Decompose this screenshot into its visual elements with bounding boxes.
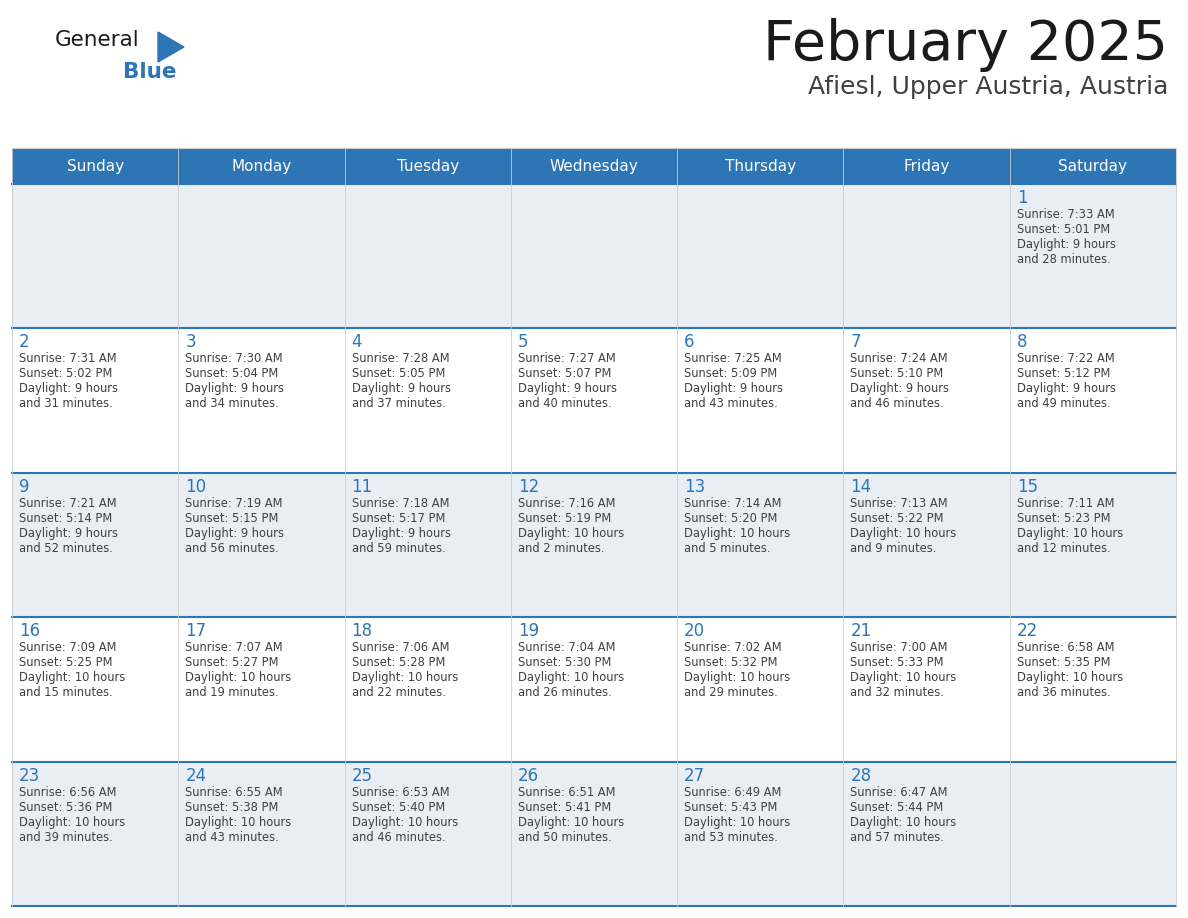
Text: Sunrise: 7:18 AM
Sunset: 5:17 PM
Daylight: 9 hours
and 59 minutes.: Sunrise: 7:18 AM Sunset: 5:17 PM Dayligh… [352,497,450,554]
Text: Sunrise: 7:16 AM
Sunset: 5:19 PM
Daylight: 10 hours
and 2 minutes.: Sunrise: 7:16 AM Sunset: 5:19 PM Dayligh… [518,497,624,554]
Text: 16: 16 [19,622,40,640]
Text: Sunrise: 7:21 AM
Sunset: 5:14 PM
Daylight: 9 hours
and 52 minutes.: Sunrise: 7:21 AM Sunset: 5:14 PM Dayligh… [19,497,118,554]
Text: Sunrise: 6:53 AM
Sunset: 5:40 PM
Daylight: 10 hours
and 46 minutes.: Sunrise: 6:53 AM Sunset: 5:40 PM Dayligh… [352,786,457,844]
Text: 9: 9 [19,477,30,496]
Text: Sunrise: 6:51 AM
Sunset: 5:41 PM
Daylight: 10 hours
and 50 minutes.: Sunrise: 6:51 AM Sunset: 5:41 PM Dayligh… [518,786,624,844]
Text: 17: 17 [185,622,207,640]
Text: 25: 25 [352,767,373,785]
Text: February 2025: February 2025 [763,18,1168,72]
Text: 11: 11 [352,477,373,496]
Text: Sunrise: 7:06 AM
Sunset: 5:28 PM
Daylight: 10 hours
and 22 minutes.: Sunrise: 7:06 AM Sunset: 5:28 PM Dayligh… [352,641,457,700]
Text: 5: 5 [518,333,529,352]
Text: 7: 7 [851,333,861,352]
Text: Thursday: Thursday [725,159,796,174]
Bar [12,473,1176,617]
Text: 22: 22 [1017,622,1038,640]
Text: Blue: Blue [124,62,177,82]
Text: Sunrise: 7:33 AM
Sunset: 5:01 PM
Daylight: 9 hours
and 28 minutes.: Sunrise: 7:33 AM Sunset: 5:01 PM Dayligh… [1017,208,1116,266]
Text: 2: 2 [19,333,30,352]
Text: 1: 1 [1017,189,1028,207]
Text: 18: 18 [352,622,373,640]
Text: Sunday: Sunday [67,159,124,174]
Text: Sunrise: 7:25 AM
Sunset: 5:09 PM
Daylight: 9 hours
and 43 minutes.: Sunrise: 7:25 AM Sunset: 5:09 PM Dayligh… [684,353,783,410]
Bar [12,617,1176,762]
Text: Tuesday: Tuesday [397,159,459,174]
Text: 6: 6 [684,333,695,352]
Text: 12: 12 [518,477,539,496]
Text: Saturday: Saturday [1059,159,1127,174]
Bar [12,184,1176,329]
Text: 13: 13 [684,477,706,496]
Text: Monday: Monday [232,159,291,174]
Text: Sunrise: 7:04 AM
Sunset: 5:30 PM
Daylight: 10 hours
and 26 minutes.: Sunrise: 7:04 AM Sunset: 5:30 PM Dayligh… [518,641,624,700]
Polygon shape [158,32,184,62]
Bar [12,148,1176,184]
Text: 26: 26 [518,767,539,785]
Text: 4: 4 [352,333,362,352]
Text: 24: 24 [185,767,207,785]
Bar [12,762,1176,906]
Text: 23: 23 [19,767,40,785]
Text: 27: 27 [684,767,706,785]
Text: Afiesl, Upper Austria, Austria: Afiesl, Upper Austria, Austria [808,75,1168,99]
Text: 14: 14 [851,477,872,496]
Text: Friday: Friday [903,159,949,174]
Text: 8: 8 [1017,333,1028,352]
Text: Sunrise: 7:19 AM
Sunset: 5:15 PM
Daylight: 9 hours
and 56 minutes.: Sunrise: 7:19 AM Sunset: 5:15 PM Dayligh… [185,497,284,554]
Text: 19: 19 [518,622,539,640]
Text: Wednesday: Wednesday [550,159,638,174]
Text: 10: 10 [185,477,207,496]
Text: Sunrise: 7:00 AM
Sunset: 5:33 PM
Daylight: 10 hours
and 32 minutes.: Sunrise: 7:00 AM Sunset: 5:33 PM Dayligh… [851,641,956,700]
Text: Sunrise: 6:47 AM
Sunset: 5:44 PM
Daylight: 10 hours
and 57 minutes.: Sunrise: 6:47 AM Sunset: 5:44 PM Dayligh… [851,786,956,844]
Text: Sunrise: 7:30 AM
Sunset: 5:04 PM
Daylight: 9 hours
and 34 minutes.: Sunrise: 7:30 AM Sunset: 5:04 PM Dayligh… [185,353,284,410]
Text: Sunrise: 6:55 AM
Sunset: 5:38 PM
Daylight: 10 hours
and 43 minutes.: Sunrise: 6:55 AM Sunset: 5:38 PM Dayligh… [185,786,291,844]
Text: Sunrise: 7:02 AM
Sunset: 5:32 PM
Daylight: 10 hours
and 29 minutes.: Sunrise: 7:02 AM Sunset: 5:32 PM Dayligh… [684,641,790,700]
Text: Sunrise: 6:49 AM
Sunset: 5:43 PM
Daylight: 10 hours
and 53 minutes.: Sunrise: 6:49 AM Sunset: 5:43 PM Dayligh… [684,786,790,844]
Text: Sunrise: 7:22 AM
Sunset: 5:12 PM
Daylight: 9 hours
and 49 minutes.: Sunrise: 7:22 AM Sunset: 5:12 PM Dayligh… [1017,353,1116,410]
Text: 15: 15 [1017,477,1038,496]
Text: 20: 20 [684,622,706,640]
Text: 28: 28 [851,767,872,785]
Text: Sunrise: 7:07 AM
Sunset: 5:27 PM
Daylight: 10 hours
and 19 minutes.: Sunrise: 7:07 AM Sunset: 5:27 PM Dayligh… [185,641,291,700]
Text: Sunrise: 7:11 AM
Sunset: 5:23 PM
Daylight: 10 hours
and 12 minutes.: Sunrise: 7:11 AM Sunset: 5:23 PM Dayligh… [1017,497,1123,554]
Text: Sunrise: 7:09 AM
Sunset: 5:25 PM
Daylight: 10 hours
and 15 minutes.: Sunrise: 7:09 AM Sunset: 5:25 PM Dayligh… [19,641,125,700]
Text: General: General [55,30,140,50]
Text: Sunrise: 7:31 AM
Sunset: 5:02 PM
Daylight: 9 hours
and 31 minutes.: Sunrise: 7:31 AM Sunset: 5:02 PM Dayligh… [19,353,118,410]
Text: Sunrise: 7:24 AM
Sunset: 5:10 PM
Daylight: 9 hours
and 46 minutes.: Sunrise: 7:24 AM Sunset: 5:10 PM Dayligh… [851,353,949,410]
Text: Sunrise: 7:13 AM
Sunset: 5:22 PM
Daylight: 10 hours
and 9 minutes.: Sunrise: 7:13 AM Sunset: 5:22 PM Dayligh… [851,497,956,554]
Text: 3: 3 [185,333,196,352]
Text: 21: 21 [851,622,872,640]
Text: Sunrise: 6:58 AM
Sunset: 5:35 PM
Daylight: 10 hours
and 36 minutes.: Sunrise: 6:58 AM Sunset: 5:35 PM Dayligh… [1017,641,1123,700]
Bar [12,329,1176,473]
Text: Sunrise: 6:56 AM
Sunset: 5:36 PM
Daylight: 10 hours
and 39 minutes.: Sunrise: 6:56 AM Sunset: 5:36 PM Dayligh… [19,786,125,844]
Text: Sunrise: 7:14 AM
Sunset: 5:20 PM
Daylight: 10 hours
and 5 minutes.: Sunrise: 7:14 AM Sunset: 5:20 PM Dayligh… [684,497,790,554]
Text: Sunrise: 7:27 AM
Sunset: 5:07 PM
Daylight: 9 hours
and 40 minutes.: Sunrise: 7:27 AM Sunset: 5:07 PM Dayligh… [518,353,617,410]
Text: Sunrise: 7:28 AM
Sunset: 5:05 PM
Daylight: 9 hours
and 37 minutes.: Sunrise: 7:28 AM Sunset: 5:05 PM Dayligh… [352,353,450,410]
